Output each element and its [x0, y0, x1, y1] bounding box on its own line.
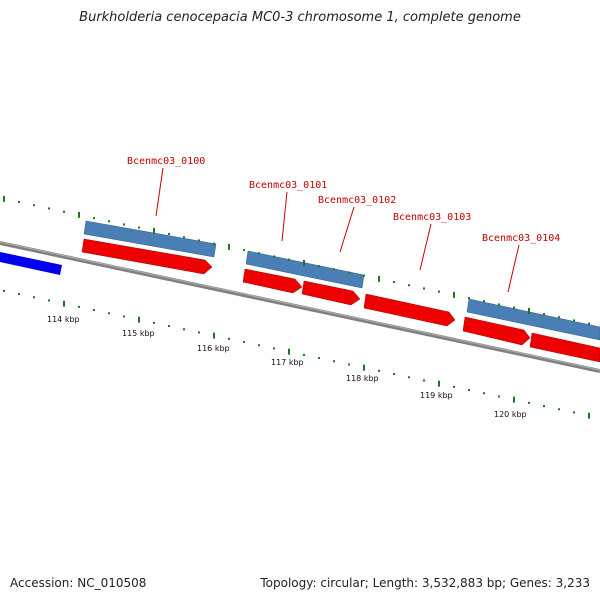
forward-gene-bar	[245, 250, 365, 289]
genome-backbone	[0, 241, 600, 373]
scale-label: 115 kbp	[122, 329, 155, 338]
gene-label-bcenmc03-0101: Bcenmc03_0101	[249, 180, 327, 191]
scale-label: 119 kbp	[420, 391, 453, 400]
gene-label-bcenmc03-0103: Bcenmc03_0103	[393, 212, 471, 223]
accession-text: Accession: NC_010508	[10, 576, 147, 590]
gene-label-bcenmc03-0102: Bcenmc03_0102	[318, 195, 396, 206]
reverse-gene-arrow	[81, 238, 213, 275]
scale-label: 117 kbp	[271, 358, 304, 367]
scale-label: 116 kbp	[197, 344, 230, 353]
map-title: Burkholderia cenocepacia MC0-3 chromosom…	[79, 10, 521, 25]
gene-label-leader	[507, 244, 520, 293]
other-feature-bar	[0, 252, 62, 275]
forward-gene-bar	[83, 220, 217, 258]
lower-tick-row	[3, 289, 590, 419]
forward-gene-bar	[466, 298, 600, 341]
scale-label: 118 kbp	[346, 374, 379, 383]
reverse-gene-arrow	[529, 332, 600, 363]
gene-label-leader	[281, 191, 288, 242]
reverse-genes	[81, 238, 600, 363]
reverse-gene-arrow	[242, 268, 303, 294]
gene-label-leader	[339, 206, 355, 253]
upper-tick-row	[3, 195, 590, 325]
reverse-gene-arrow	[363, 293, 456, 327]
scale-label: 120 kbp	[494, 410, 527, 419]
gene-label-bcenmc03-0100: Bcenmc03_0100	[127, 156, 205, 167]
genome-backbone-highlight	[0, 241, 600, 371]
scale-label: 114 kbp	[47, 315, 80, 324]
genome-summary-text: Topology: circular; Length: 3,532,883 bp…	[260, 576, 590, 590]
gene-label-leader	[155, 167, 164, 217]
gene-labels: Bcenmc03_0100 Bcenmc03_0101 Bcenmc03_010…	[127, 156, 560, 293]
reverse-gene-arrow	[462, 316, 531, 346]
gene-label-bcenmc03-0104: Bcenmc03_0104	[482, 233, 560, 244]
reverse-gene-arrow	[301, 280, 361, 306]
forward-genes	[83, 220, 600, 341]
scale-labels: 114 kbp 115 kbp 116 kbp 117 kbp 118 kbp …	[47, 315, 527, 419]
gene-label-leader	[419, 223, 432, 271]
